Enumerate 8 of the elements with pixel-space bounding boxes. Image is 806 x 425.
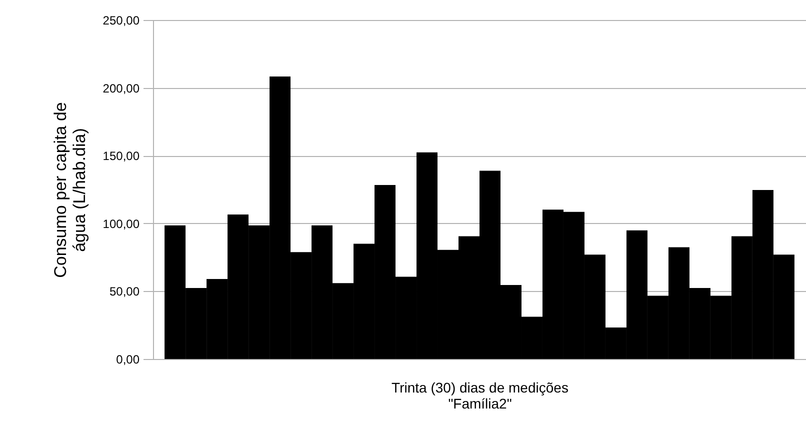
- y-tick-label: 250,00: [102, 14, 140, 28]
- y-axis-title: Consumo per capita de água (L/hab.dia): [50, 102, 89, 278]
- y-tick-label: 150,00: [102, 149, 140, 164]
- x-axis-title: Trinta (30) dias de medições "Família2": [392, 380, 568, 412]
- y-tick-label: 200,00: [102, 81, 140, 96]
- y-tick-label: 100,00: [102, 216, 140, 231]
- y-tick-label: 0,00: [116, 352, 140, 366]
- y-tick-label: 50,00: [109, 284, 140, 299]
